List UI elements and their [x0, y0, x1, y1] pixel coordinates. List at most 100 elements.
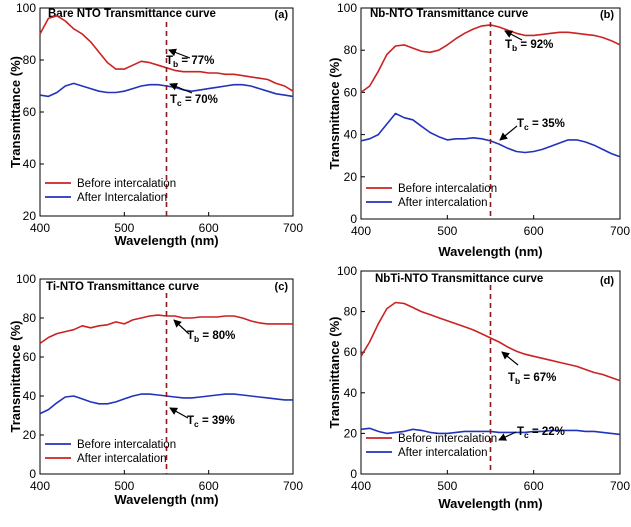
panel-title: Ti-NTO Transmittance curve — [46, 281, 199, 293]
annotation-value: = 22% — [529, 426, 565, 438]
panel-label: (c) — [275, 281, 289, 293]
annotation-value: = 39% — [199, 415, 235, 427]
annotation-value: = 77% — [178, 55, 214, 67]
legend-label: Before intercalation — [398, 433, 497, 445]
x-tick-label: 400 — [30, 479, 50, 493]
x-tick-label: 400 — [351, 224, 371, 238]
annotation-arrow — [173, 319, 190, 335]
y-tick-label: 100 — [337, 1, 357, 15]
y-tick-label: 0 — [350, 212, 357, 226]
y-tick-label: 60 — [344, 85, 358, 99]
x-tick-label: 700 — [610, 224, 630, 238]
annotation-value: = 92% — [517, 39, 553, 51]
legend-label: Before intercalation — [77, 439, 176, 451]
y-tick-label: 20 — [344, 170, 358, 184]
x-tick-label: 700 — [283, 479, 303, 493]
legend-label: After intercalation — [77, 453, 167, 465]
y-tick-label: 40 — [344, 386, 358, 400]
x-tick-label: 700 — [610, 479, 630, 493]
annotation-symbol: T — [505, 39, 512, 51]
annotation-arrow — [168, 48, 191, 59]
x-axis-title: Wavelength (nm) — [114, 233, 218, 248]
y-tick-label: 60 — [23, 105, 37, 119]
annotation-value: = 70% — [182, 94, 218, 106]
legend-label: Before intercalation — [77, 178, 176, 190]
y-tick-label: 40 — [344, 128, 358, 142]
annotation-subscript: b — [512, 43, 517, 53]
panel-label: (d) — [600, 275, 614, 287]
y-axis-title: Transmittance (%) — [8, 56, 23, 168]
annotation-subscript: b — [173, 59, 178, 69]
y-tick-label: 0 — [350, 467, 357, 481]
annotation-label: Tb = 77% — [166, 55, 214, 69]
y-tick-label: 100 — [16, 1, 36, 15]
x-tick-label: 500 — [114, 479, 134, 493]
panel-label: (a) — [275, 9, 289, 21]
annotation-label: Tc = 39% — [187, 415, 235, 429]
x-axis-title: Wavelength (nm) — [114, 492, 218, 507]
annotation-symbol: T — [517, 118, 524, 130]
y-tick-label: 40 — [23, 389, 37, 403]
annotation-arrow — [499, 125, 518, 141]
annotation-subscript: b — [194, 334, 199, 344]
y-tick-label: 20 — [23, 209, 37, 223]
x-tick-label: 600 — [199, 479, 219, 493]
plot-frame — [360, 7, 621, 220]
y-axis-title: Transmittance (%) — [327, 58, 342, 170]
x-tick-label: 500 — [114, 221, 134, 235]
annotation-arrow — [498, 431, 517, 441]
y-axis-title: Transmittance (%) — [8, 321, 23, 433]
x-tick-label: 600 — [524, 224, 544, 238]
y-tick-label: 60 — [23, 350, 37, 364]
y-tick-label: 80 — [344, 43, 358, 57]
x-tick-label: 400 — [351, 479, 371, 493]
legend-label: After intercalation — [398, 447, 488, 459]
panel-d: 400 500 600 700 0 20 40 60 80 100 Wavelength (nm) T… — [327, 264, 630, 511]
annotation-subscript: b — [515, 376, 520, 386]
x-tick-label: 500 — [437, 479, 457, 493]
y-tick-label: 100 — [16, 272, 36, 286]
plot-frame — [360, 270, 621, 475]
y-tick-label: 20 — [23, 428, 37, 442]
annotation-subscript: c — [524, 430, 529, 440]
annotation-value: = 80% — [199, 330, 235, 342]
legend-label: Before intercalation — [398, 183, 497, 195]
y-tick-label: 80 — [344, 305, 358, 319]
legend-label: After intercalation — [398, 197, 488, 209]
annotation-value: = 67% — [520, 372, 556, 384]
annotation-arrow — [501, 351, 519, 366]
x-tick-label: 600 — [199, 221, 219, 235]
y-tick-label: 80 — [23, 53, 37, 67]
annotation-symbol: T — [170, 94, 177, 106]
annotation-subscript: c — [524, 122, 529, 132]
annotation-symbol: T — [187, 330, 194, 342]
x-tick-label: 400 — [30, 221, 50, 235]
annotation-label: Tb = 80% — [187, 330, 235, 344]
annotation-symbol: T — [187, 415, 194, 427]
annotation-subscript: c — [177, 98, 182, 108]
annotation-symbol: T — [166, 55, 173, 67]
panel-label: (b) — [600, 9, 614, 21]
x-tick-label: 700 — [283, 221, 303, 235]
annotation-label: Tc = 22% — [517, 426, 565, 440]
annotation-label: Tc = 35% — [517, 118, 565, 132]
annotation-arrow — [504, 30, 523, 41]
annotation-arrow — [169, 82, 193, 94]
y-tick-label: 80 — [23, 311, 37, 325]
panel-title: NbTi-NTO Transmittance curve — [375, 273, 543, 285]
panel-title: Bare NTO Transmittance curve — [48, 8, 216, 20]
y-tick-label: 40 — [23, 157, 37, 171]
annotation-arrow — [169, 407, 189, 419]
x-tick-label: 600 — [524, 479, 544, 493]
annotation-label: Tb = 67% — [508, 372, 556, 386]
annotation-symbol: T — [517, 426, 524, 438]
annotation-subscript: c — [194, 419, 199, 429]
panel-a: 400 500 600 700 20 40 60 80 100 Wavelength (nm) Tr… — [8, 1, 303, 248]
x-axis-title: Wavelength (nm) — [438, 244, 542, 259]
y-tick-label: 60 — [344, 345, 358, 359]
x-tick-label: 500 — [437, 224, 457, 238]
panel-c: 400 500 600 700 0 20 40 60 80 100 Wavelength (nm) T… — [8, 272, 303, 507]
annotation-symbol: T — [508, 372, 515, 384]
y-tick-label: 20 — [344, 426, 358, 440]
